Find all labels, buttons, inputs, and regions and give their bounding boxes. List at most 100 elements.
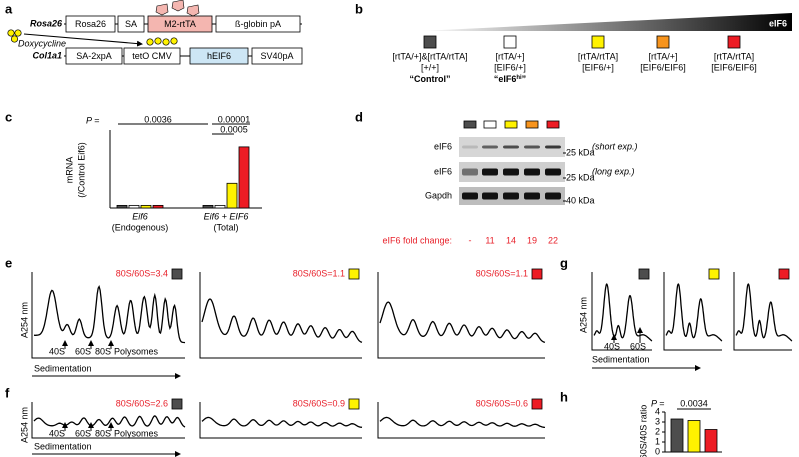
blot-label: eIF6 bbox=[434, 141, 452, 151]
doxycycline-icon bbox=[170, 37, 178, 45]
rtta-icon bbox=[171, 0, 185, 12]
band bbox=[482, 192, 498, 200]
construct-box bbox=[65, 15, 116, 33]
band bbox=[524, 168, 540, 176]
genotype-swatch bbox=[423, 35, 437, 49]
p-value: 0.0034 bbox=[680, 398, 708, 408]
profile-trace bbox=[379, 416, 546, 429]
peak-label: 80S bbox=[95, 346, 111, 356]
y-axis-label: (/Control Eif6) bbox=[76, 142, 86, 198]
bar bbox=[226, 182, 238, 209]
genotype-label: [rtTA/+] bbox=[648, 51, 677, 61]
bar bbox=[687, 420, 701, 453]
peak-label: 60S bbox=[75, 346, 91, 356]
group-label: (Total) bbox=[213, 222, 238, 232]
panel-letter: e bbox=[5, 255, 12, 270]
ratio-label: 80S/60S=0.6 bbox=[476, 398, 528, 408]
lane-swatch bbox=[546, 120, 560, 129]
band bbox=[462, 192, 478, 200]
y-axis-label: A254 nm bbox=[19, 407, 29, 443]
band bbox=[545, 145, 561, 149]
y-axis-label: A254 nm bbox=[19, 302, 29, 338]
y-tick-label: 3 bbox=[655, 416, 660, 426]
construct-label: tetO CMV bbox=[132, 51, 172, 61]
fold-value: 11 bbox=[485, 235, 494, 245]
y-tick-label: 4 bbox=[655, 406, 660, 416]
peak-label: 80S bbox=[95, 428, 111, 438]
construct-label: M2-rtTA bbox=[164, 19, 196, 29]
band bbox=[524, 192, 540, 200]
ratio-label: 80S/60S=0.9 bbox=[293, 398, 345, 408]
y-tick-label: 0 bbox=[655, 446, 660, 456]
genotype-swatch bbox=[348, 398, 360, 410]
genotype-swatch bbox=[531, 268, 543, 280]
profile-axes bbox=[377, 402, 545, 439]
genotype-name: “Control” bbox=[410, 74, 451, 84]
profile-axes bbox=[733, 272, 792, 351]
exposure-note: (long exp.) bbox=[592, 166, 635, 176]
lane-swatch bbox=[463, 120, 477, 129]
bar bbox=[704, 429, 718, 453]
inducer-label: Doxycycline bbox=[18, 38, 66, 48]
construct-label: SA-2xpA bbox=[76, 51, 112, 61]
ratio-label: 80S/60S=3.4 bbox=[116, 268, 168, 278]
peak-label: 40S bbox=[49, 346, 65, 356]
genotype-swatch bbox=[778, 268, 790, 280]
construct-label: ß-globin pA bbox=[235, 19, 281, 29]
profile-trace bbox=[201, 298, 363, 343]
profile-trace bbox=[593, 283, 653, 342]
construct-box bbox=[123, 47, 181, 65]
lane-swatch bbox=[483, 120, 497, 129]
x-axis-label: Sedimentation bbox=[34, 441, 92, 451]
profile-trace bbox=[665, 283, 723, 342]
construct-label: Rosa26 bbox=[75, 19, 106, 29]
fold-value: 14 bbox=[506, 235, 516, 245]
band bbox=[545, 168, 561, 176]
genotype-label: [EIF6/EIF6] bbox=[711, 62, 757, 72]
lane-swatch bbox=[504, 120, 518, 129]
band bbox=[524, 145, 540, 149]
genotype-label: [+/+] bbox=[421, 62, 439, 72]
band bbox=[503, 168, 519, 176]
y-axis-label: A254 nm bbox=[578, 297, 588, 333]
bar bbox=[214, 204, 226, 209]
band bbox=[462, 168, 478, 176]
y-tick-label: 2 bbox=[655, 426, 660, 436]
blot-label: eIF6 bbox=[434, 166, 452, 176]
profile-axes bbox=[199, 272, 362, 359]
ratio-label: 80S/60S=1.1 bbox=[476, 268, 528, 278]
rtta-icon bbox=[186, 4, 200, 17]
band bbox=[545, 192, 561, 200]
x-axis-label: Sedimentation bbox=[592, 354, 650, 364]
peak-label: Polysomes bbox=[114, 428, 159, 438]
fold-value: 19 bbox=[527, 235, 537, 245]
group-label: Eif6 bbox=[132, 211, 148, 221]
doxycycline-icon bbox=[10, 35, 19, 43]
p-value: 0.0036 bbox=[144, 114, 172, 124]
profile-axes bbox=[31, 272, 185, 359]
profile-trace bbox=[201, 416, 363, 429]
genotype-label: [EIF6/+] bbox=[582, 62, 614, 72]
blot-label: Gapdh bbox=[425, 190, 452, 200]
gradient-wedge bbox=[420, 13, 792, 31]
arrow bbox=[23, 33, 143, 47]
genotype-swatch bbox=[171, 268, 183, 280]
x-axis-label: Sedimentation bbox=[34, 363, 92, 373]
genotype-swatch bbox=[638, 268, 650, 280]
profile-trace bbox=[33, 284, 186, 344]
genotype-label: [rtTA/+] bbox=[495, 51, 524, 61]
band bbox=[482, 145, 498, 149]
band bbox=[503, 145, 519, 149]
locus-label: Rosa26 bbox=[30, 18, 63, 28]
construct-label: SA bbox=[125, 19, 137, 29]
construct-box bbox=[215, 15, 301, 33]
genotype-name: “eIF6hi” bbox=[494, 74, 526, 84]
peak-label: 60S bbox=[75, 428, 91, 438]
ratio-label: 80S/60S=2.6 bbox=[116, 398, 168, 408]
name-sup: hi bbox=[516, 75, 522, 81]
genotype-swatch bbox=[727, 35, 741, 49]
y-axis-label: mRNA bbox=[64, 157, 74, 184]
genotype-swatch bbox=[171, 398, 183, 410]
kda-label: 40 kDa bbox=[566, 195, 595, 205]
